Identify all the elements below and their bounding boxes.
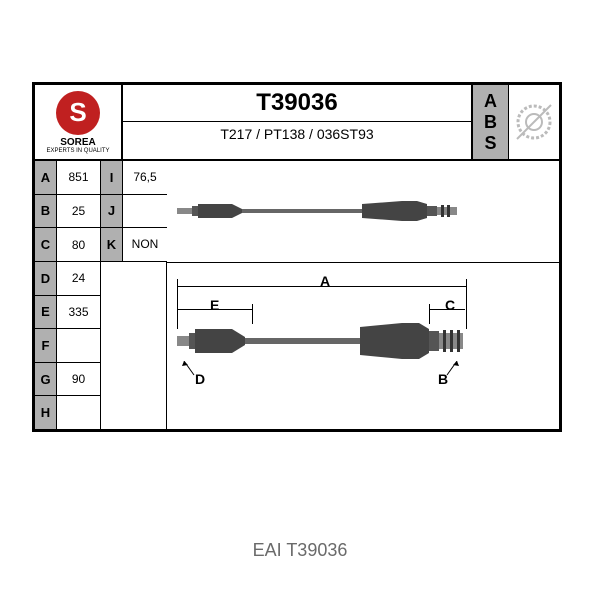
spec-col-2-wrap: I J K 76,5 NON xyxy=(101,161,167,429)
spec-label-J: J xyxy=(101,195,122,229)
brand-logo-icon: S xyxy=(56,91,100,135)
dim-arrow-B xyxy=(445,361,465,379)
spec-val-E: 335 xyxy=(57,296,100,330)
spec-val-G: 90 xyxy=(57,363,100,397)
caption-brand: EAI xyxy=(253,540,282,560)
spec-val-H xyxy=(57,396,100,429)
spec-label-H: H xyxy=(35,396,56,429)
abs-icon-cell xyxy=(509,85,559,159)
brand-logo-cell: S SOREA EXPERTS IN QUALITY xyxy=(35,85,123,159)
caption: EAI T39036 xyxy=(0,540,600,561)
spec-val-D: 24 xyxy=(57,262,100,296)
diagram-area: A E C D B xyxy=(167,161,559,429)
spec-label-B: B xyxy=(35,195,56,229)
dim-ext-E-right xyxy=(252,304,253,324)
spec-label-K: K xyxy=(101,228,122,261)
driveshaft-small-icon xyxy=(177,201,457,221)
dim-label-C: C xyxy=(442,297,458,313)
brand-tagline: EXPERTS IN QUALITY xyxy=(47,148,110,154)
title-cell: T39036 T217 / PT138 / 036ST93 xyxy=(123,85,473,159)
dim-label-E: E xyxy=(207,297,222,313)
abs-ring-icon xyxy=(513,101,555,143)
diagram-divider xyxy=(167,262,559,263)
spec-val-A: 851 xyxy=(57,161,100,195)
dim-arrow-D xyxy=(179,361,199,379)
spec-label-F: F xyxy=(35,329,56,363)
spec-sheet-frame: S SOREA EXPERTS IN QUALITY T39036 T217 /… xyxy=(32,82,562,432)
spec-label-D: D xyxy=(35,262,56,296)
body-row: A B C D E F G H 851 25 80 24 335 90 I J xyxy=(35,161,559,429)
spec-label-I: I xyxy=(101,161,122,195)
dim-ext-A-right xyxy=(466,279,467,329)
brand-name: SOREA xyxy=(60,137,96,148)
spec-label-E: E xyxy=(35,296,56,330)
part-number: T39036 xyxy=(123,85,471,122)
abs-label-cell: A B S xyxy=(473,85,509,159)
abs-letter-b: B xyxy=(484,112,497,133)
spec-label-col-1: A B C D E F G H xyxy=(35,161,57,429)
abs-letter-s: S xyxy=(484,133,496,154)
caption-code: T39036 xyxy=(286,540,347,560)
spec-label-G: G xyxy=(35,363,56,397)
spec-val-F xyxy=(57,329,100,363)
spec-value-col-2: 76,5 NON xyxy=(123,161,167,261)
spec-label-col-2: I J K xyxy=(101,161,123,261)
driveshaft-large-icon xyxy=(177,321,467,361)
spec-col-2-blank xyxy=(101,262,167,430)
spec-val-K: NON xyxy=(123,228,167,261)
spec-val-C: 80 xyxy=(57,228,100,262)
alt-references: T217 / PT138 / 036ST93 xyxy=(123,122,471,146)
spec-val-J xyxy=(123,195,167,229)
spec-label-A: A xyxy=(35,161,56,195)
abs-letter-a: A xyxy=(484,91,497,112)
spec-val-B: 25 xyxy=(57,195,100,229)
spec-value-col-1: 851 25 80 24 335 90 xyxy=(57,161,101,429)
spec-val-I: 76,5 xyxy=(123,161,167,195)
dim-ext-C-left xyxy=(429,304,430,324)
header-row: S SOREA EXPERTS IN QUALITY T39036 T217 /… xyxy=(35,85,559,161)
dim-ext-A-left xyxy=(177,279,178,329)
dim-label-A: A xyxy=(317,273,333,289)
spec-label-C: C xyxy=(35,228,56,262)
